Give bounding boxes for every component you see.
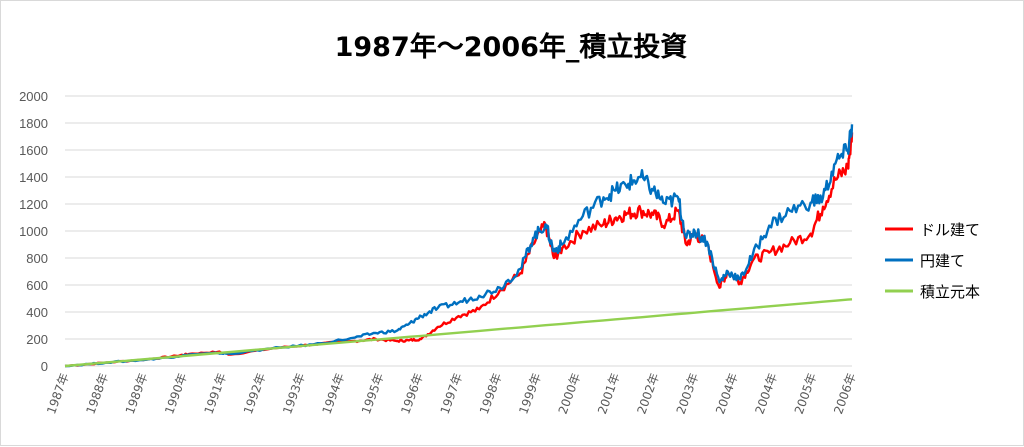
y-tick-label: 1600 — [19, 143, 48, 158]
y-axis-tick-labels: 0 200 400 600 800 1000 1200 1400 1600 1800 2000 — [19, 89, 48, 374]
legend-label: 積立元本 — [920, 283, 980, 301]
x-tick-label: 2000年 — [556, 371, 584, 416]
chart-title: 1987年～2006年_積立投資 — [335, 31, 688, 63]
y-tick-label: 200 — [26, 332, 48, 347]
series-line-1 — [64, 132, 854, 368]
x-tick-label: 1990年 — [162, 371, 190, 416]
y-tick-label: 1800 — [19, 116, 48, 131]
x-axis-tick-labels: 1987年 1988年 1989年 1990年 1991年 1992年 1993年 1994年… — [44, 371, 859, 416]
x-tick-label: 1997年 — [438, 371, 466, 416]
y-tick-label: 1400 — [19, 170, 48, 185]
x-tick-label: 1992年 — [241, 371, 269, 416]
x-tick-label: 1988年 — [83, 371, 111, 416]
x-tick-label: 1994年 — [320, 371, 348, 416]
y-tick-label: 1200 — [19, 197, 48, 212]
series-line-3 — [64, 298, 853, 368]
y-tick-label: 600 — [26, 278, 48, 293]
x-tick-label: 1995年 — [359, 371, 387, 416]
series-line-2 — [65, 124, 854, 368]
y-tick-label: 2000 — [19, 89, 48, 104]
legend-label: ドル建て — [920, 221, 980, 239]
x-tick-label: 2004年 — [713, 371, 741, 416]
y-tick-label: 1000 — [19, 224, 48, 239]
x-tick-label: 2005年 — [792, 371, 820, 416]
x-tick-label: 1989年 — [123, 371, 151, 416]
x-tick-label: 1999年 — [516, 371, 544, 416]
x-tick-label: 1991年 — [202, 371, 230, 416]
x-tick-label: 2002年 — [634, 371, 662, 416]
x-tick-label: 1993年 — [280, 371, 308, 416]
y-tick-label: 0 — [41, 359, 48, 374]
legend-label: 円建て — [920, 252, 965, 270]
y-tick-label: 400 — [26, 305, 48, 320]
x-tick-label: 1998年 — [477, 371, 505, 416]
x-tick-label: 2004年 — [752, 371, 780, 416]
x-tick-label: 2001年 — [595, 371, 623, 416]
series-lines — [64, 124, 854, 368]
x-tick-label: 1996年 — [398, 371, 426, 416]
gridlines — [65, 95, 852, 367]
x-tick-label: 1987年 — [44, 371, 72, 416]
x-tick-label: 2006年 — [831, 371, 859, 416]
x-tick-label: 2003年 — [674, 371, 702, 416]
y-tick-label: 800 — [26, 251, 48, 266]
